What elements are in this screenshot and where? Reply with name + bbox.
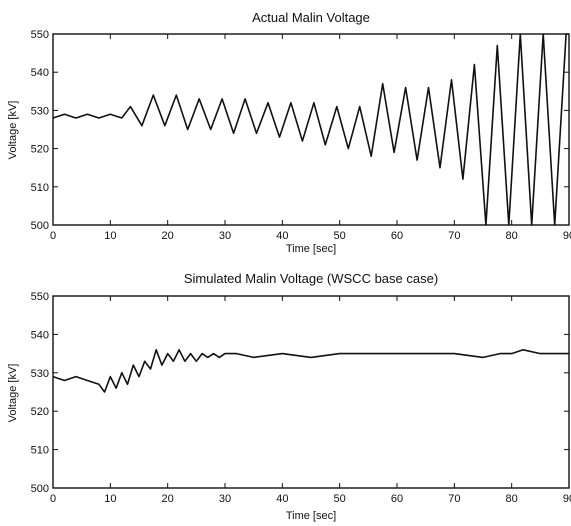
voltage-line: [52, 33, 569, 226]
tick-marks: 0 10 20 30 40 50 60 70 80 90 500 510 520 530 540 550: [31, 29, 571, 242]
x-axis-label: Time [sec]: [286, 510, 336, 522]
x-tick-label: 0: [50, 493, 56, 505]
x-tick-label: 50: [334, 493, 346, 505]
y-tick-label: 520: [31, 406, 49, 418]
y-tick-label: 540: [31, 329, 49, 341]
x-tick-label: 50: [334, 230, 346, 242]
y-tick-label: 500: [31, 483, 49, 495]
x-tick-label: 80: [506, 230, 518, 242]
y-tick-label: 530: [31, 105, 49, 117]
series-layer: [52, 348, 569, 393]
x-tick-label: 90: [563, 493, 571, 505]
y-tick-label: 510: [31, 445, 49, 457]
x-axis-label: Time [sec]: [286, 243, 336, 255]
x-tick-label: 40: [276, 230, 288, 242]
y-tick-label: 500: [31, 220, 49, 232]
y-axis-label: Voltage [kV]: [7, 364, 19, 423]
x-tick-label: 80: [506, 493, 518, 505]
x-tick-label: 90: [563, 230, 571, 242]
chart-title: Actual Malin Voltage: [252, 10, 370, 25]
series-layer: [52, 33, 569, 226]
x-tick-label: 70: [448, 493, 460, 505]
x-tick-label: 20: [162, 230, 174, 242]
x-tick-label: 60: [391, 493, 403, 505]
x-tick-label: 30: [219, 230, 231, 242]
x-tick-label: 10: [104, 493, 116, 505]
x-tick-label: 30: [219, 493, 231, 505]
x-tick-label: 0: [50, 230, 56, 242]
tick-marks: 0 10 20 30 40 50 60 70 80 90 500 510 520 530 540 550: [31, 291, 571, 505]
y-tick-label: 540: [31, 67, 49, 79]
x-tick-label: 60: [391, 230, 403, 242]
y-tick-label: 550: [31, 291, 49, 303]
chart-title: Simulated Malin Voltage (WSCC base case): [184, 271, 438, 286]
y-tick-label: 530: [31, 368, 49, 380]
x-tick-label: 10: [104, 230, 116, 242]
x-tick-label: 70: [448, 230, 460, 242]
y-axis-label: Voltage [kV]: [7, 101, 19, 160]
plot-frame: [52, 33, 570, 226]
y-tick-label: 550: [31, 29, 49, 41]
voltage-line: [52, 348, 569, 393]
chart-actual: Actual Malin Voltage Time [sec] Voltage …: [7, 10, 571, 255]
x-tick-label: 40: [276, 493, 288, 505]
chart-simulated: Simulated Malin Voltage (WSCC base case)…: [7, 271, 571, 522]
x-tick-label: 20: [162, 493, 174, 505]
y-tick-label: 520: [31, 144, 49, 156]
plot-frame: [52, 295, 570, 489]
y-tick-label: 510: [31, 182, 49, 194]
